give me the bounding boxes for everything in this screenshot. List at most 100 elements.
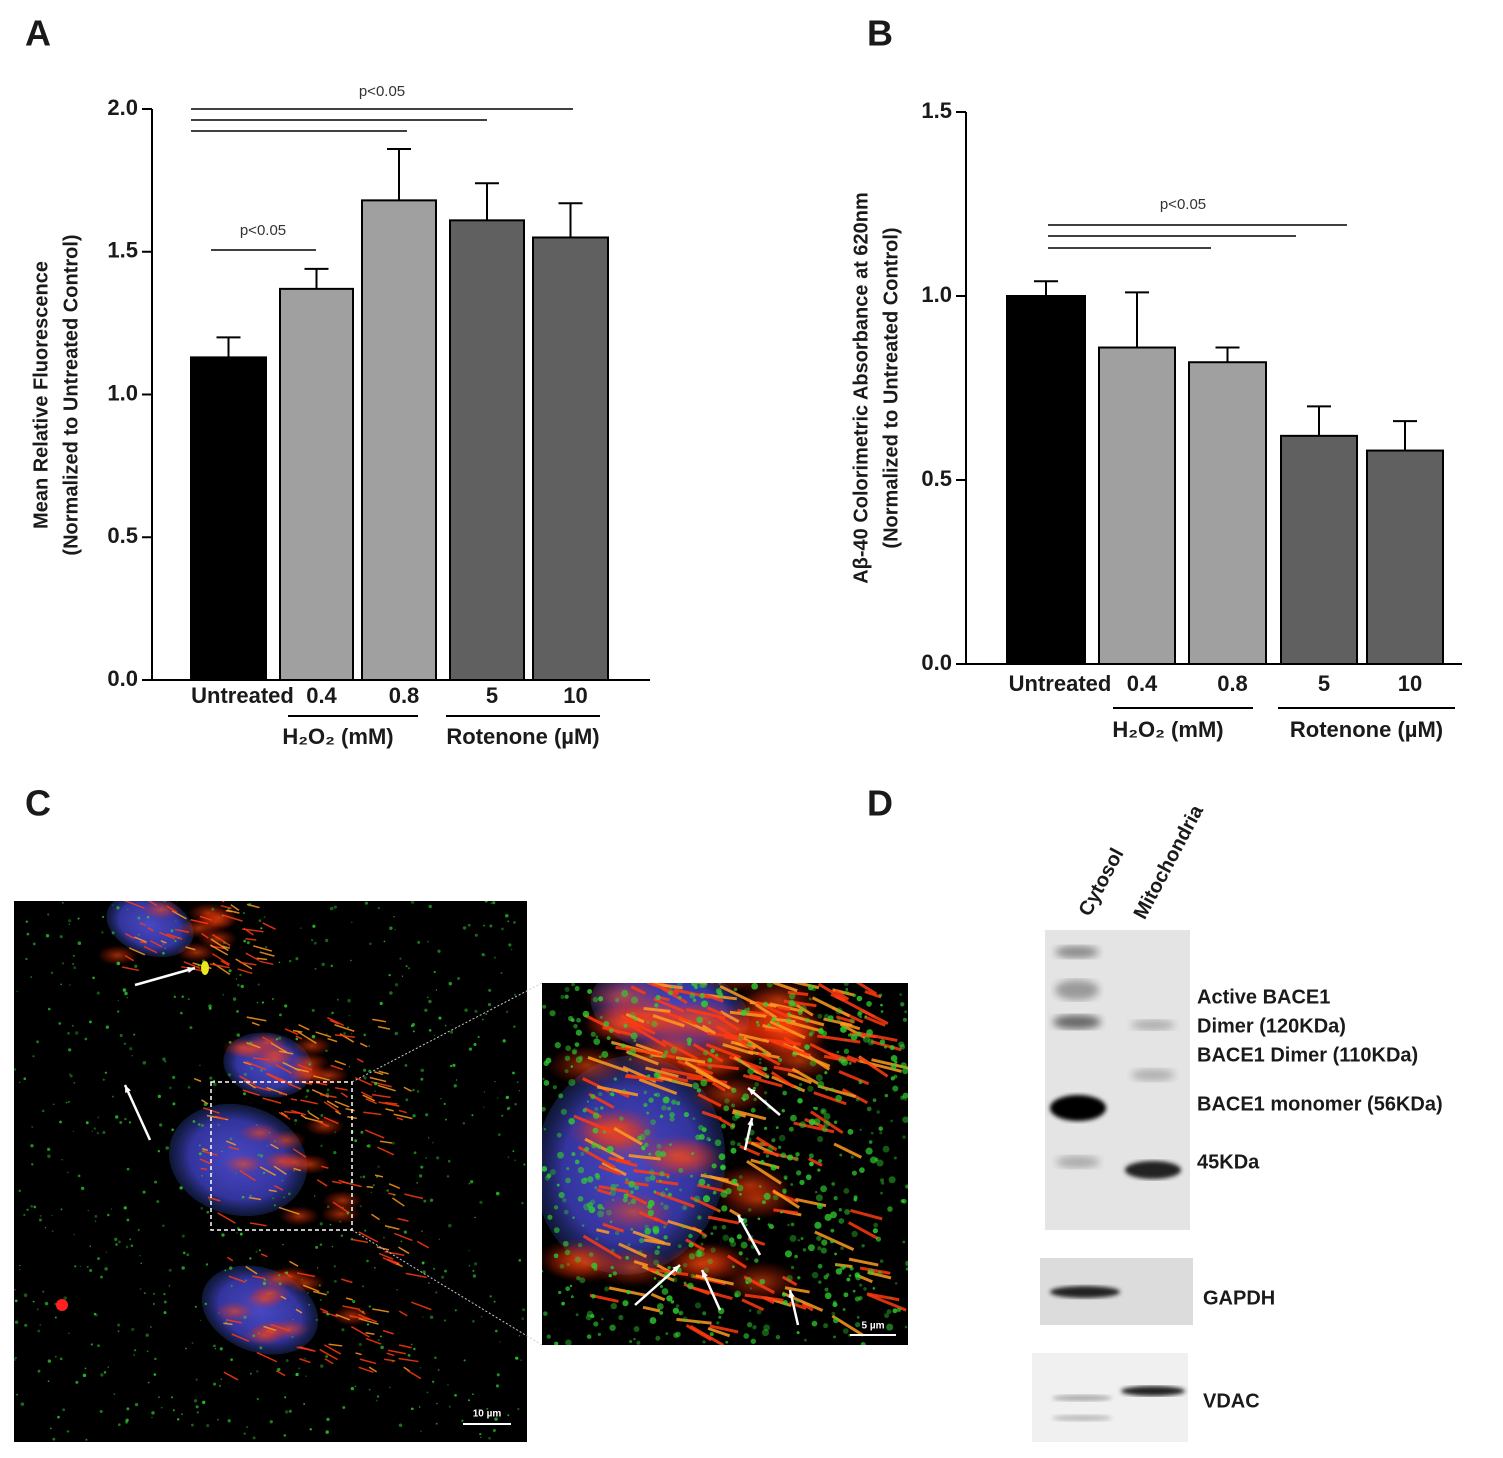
- bace1-puncta: [788, 1126, 794, 1132]
- bace1-puncta: [820, 1247, 827, 1254]
- mitochondria: [685, 1324, 713, 1342]
- bace1-puncta: [211, 1172, 213, 1174]
- bace1-puncta: [104, 1071, 108, 1074]
- mitochondria: [822, 950, 834, 957]
- bace1-puncta: [75, 1031, 79, 1035]
- bace1-puncta: [514, 1357, 517, 1359]
- bace1-puncta: [195, 1405, 199, 1409]
- bace1-puncta: [278, 1036, 282, 1040]
- bace1-puncta: [26, 932, 30, 936]
- bace1-puncta: [350, 1033, 353, 1035]
- bace1-puncta: [37, 1329, 41, 1333]
- mito-glow: [292, 1035, 333, 1056]
- bace1-puncta: [887, 1206, 893, 1212]
- bace1-puncta: [51, 1214, 53, 1217]
- bace1-puncta: [326, 1417, 330, 1422]
- bace1-puncta: [622, 1088, 626, 1092]
- bace1-puncta: [613, 1077, 617, 1081]
- bace1-puncta: [583, 1177, 588, 1181]
- bace1-puncta: [88, 1020, 92, 1024]
- bace1-puncta: [565, 1045, 572, 1052]
- bace1-puncta: [217, 1124, 220, 1126]
- bace1-puncta: [707, 1183, 710, 1187]
- bace1-puncta: [368, 1388, 371, 1391]
- bace1-puncta: [767, 1023, 771, 1027]
- bace1-puncta: [268, 1131, 271, 1134]
- bace1-puncta: [549, 1010, 556, 1017]
- mitochondria: [211, 953, 230, 965]
- bace1-puncta: [861, 1244, 865, 1248]
- bace1-puncta: [284, 1396, 287, 1399]
- bace1-puncta: [249, 1257, 252, 1260]
- bace1-puncta: [163, 1292, 166, 1296]
- bace1-puncta: [808, 1153, 814, 1159]
- bace1-puncta: [420, 1230, 424, 1233]
- bace1-puncta: [436, 1156, 440, 1160]
- arrow-head: [702, 1270, 708, 1278]
- bace1-puncta: [904, 1010, 907, 1014]
- bace1-puncta: [679, 1057, 682, 1061]
- bace1-puncta: [654, 1249, 660, 1256]
- bace1-puncta: [629, 1339, 633, 1344]
- bace1-puncta: [659, 1179, 662, 1183]
- bace1-puncta: [62, 1408, 65, 1412]
- bace1-puncta: [197, 964, 200, 967]
- mitochondria: [701, 967, 726, 973]
- bace1-puncta: [68, 919, 72, 923]
- bace1-puncta: [649, 1054, 653, 1059]
- bace1-puncta: [447, 1384, 449, 1386]
- mitochondria: [817, 983, 847, 1002]
- bace1-puncta: [411, 1373, 413, 1375]
- bace1-puncta: [461, 1419, 464, 1422]
- bace1-puncta: [770, 1164, 777, 1171]
- bace1-puncta: [775, 1126, 779, 1130]
- mitochondria: [225, 909, 233, 913]
- bace1-puncta: [591, 1294, 596, 1299]
- bace1-puncta: [311, 1008, 315, 1012]
- bace1-puncta: [702, 1311, 707, 1316]
- bace1-puncta: [293, 1170, 295, 1172]
- mitochondria: [209, 963, 230, 969]
- bace1-puncta: [350, 1237, 354, 1241]
- bace1-puncta: [574, 986, 580, 992]
- bace1-puncta: [149, 1326, 152, 1328]
- bace1-puncta: [761, 1200, 766, 1205]
- bace1-puncta: [208, 1004, 212, 1008]
- bace1-puncta: [228, 1040, 232, 1044]
- mitochondria: [700, 1173, 729, 1182]
- mitochondria: [584, 1137, 625, 1161]
- bace1-puncta: [633, 1326, 640, 1332]
- bace1-puncta: [472, 1393, 474, 1396]
- mitochondria: [638, 1078, 678, 1095]
- bace1-puncta: [235, 978, 238, 980]
- bace1-puncta: [295, 1037, 299, 1041]
- bace1-puncta: [325, 1092, 330, 1097]
- bace1-puncta: [411, 1022, 416, 1027]
- bace1-puncta: [701, 1127, 707, 1133]
- mitochondria: [378, 1101, 400, 1107]
- bace1-puncta: [213, 1082, 217, 1087]
- bace1-puncta: [68, 923, 71, 926]
- bace1-puncta: [168, 1285, 171, 1287]
- bace1-puncta: [201, 1175, 203, 1177]
- bace1-puncta: [288, 959, 292, 963]
- bace1-puncta: [577, 1166, 585, 1174]
- bace1-puncta: [836, 1018, 841, 1023]
- bace1-puncta: [418, 1174, 423, 1178]
- bace1-puncta: [560, 995, 565, 999]
- bace1-puncta: [269, 1420, 273, 1424]
- bace1-puncta: [137, 1228, 140, 1231]
- bace1-puncta: [115, 1115, 119, 1119]
- bace1-puncta: [575, 1029, 582, 1036]
- bace1-puncta: [237, 983, 240, 987]
- mitochondria: [747, 1140, 768, 1147]
- bace1-puncta: [554, 1341, 559, 1345]
- bace1-puncta: [522, 1308, 526, 1312]
- bace1-puncta: [133, 1033, 136, 1036]
- bace1-puncta: [543, 1311, 548, 1316]
- bace1-puncta: [422, 1316, 424, 1318]
- bace1-puncta: [831, 1311, 836, 1316]
- bace1-puncta: [824, 1213, 832, 1221]
- mitochondria: [332, 1201, 350, 1214]
- bace1-puncta: [859, 1167, 865, 1173]
